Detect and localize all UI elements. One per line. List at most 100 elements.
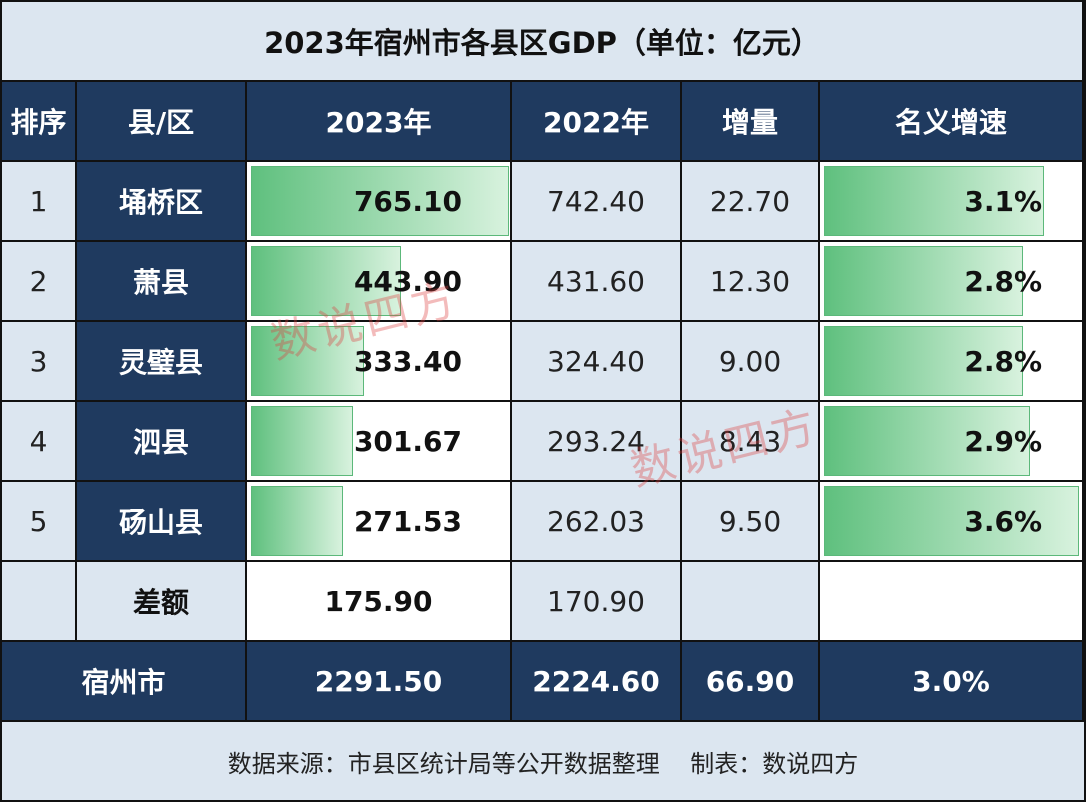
increase-cell: 8.43: [682, 402, 820, 482]
increase-cell: 9.50: [682, 482, 820, 562]
growth-bar: [824, 326, 1023, 396]
diff-rank-cell: [2, 562, 77, 642]
total-gdp2022-text: 2224.60: [532, 664, 660, 698]
growth-cell: 3.1%: [820, 162, 1084, 242]
diff-gdp2023: 175.90: [247, 562, 512, 642]
gdp2022-cell-text: 324.40: [547, 344, 645, 378]
gdp2023-cell: 271.53: [247, 482, 512, 562]
header-2: 2023年: [247, 82, 512, 162]
total-gdp2023: 2291.50: [247, 642, 512, 722]
gdp2022-cell-text: 293.24: [547, 424, 645, 458]
growth-cell: 2.8%: [820, 322, 1084, 402]
gdp2023-cell-text: 301.67: [353, 424, 462, 458]
name-cell: 砀山县: [77, 482, 247, 562]
gdp2023-cell-text: 765.10: [353, 184, 462, 218]
gdp2023-bar: [251, 406, 354, 476]
gdp2023-cell: 765.10: [247, 162, 512, 242]
header-1: 县/区: [77, 82, 247, 162]
rank-cell-text: 2: [29, 264, 48, 298]
header-2-text: 2023年: [325, 106, 432, 139]
header-4: 增量: [682, 82, 820, 162]
gdp2022-cell: 262.03: [512, 482, 682, 562]
gdp2023-cell: 443.90: [247, 242, 512, 322]
name-cell-text: 埇桥区: [118, 186, 203, 219]
growth-bar: [824, 486, 1079, 556]
total-gdp2022: 2224.60: [512, 642, 682, 722]
rank-cell: 1: [2, 162, 77, 242]
diff-label-text: 差额: [132, 586, 189, 619]
gdp2022-cell-text: 262.03: [547, 504, 645, 538]
total-name: 宿州市: [2, 642, 247, 722]
gdp2023-bar: [251, 486, 343, 556]
header-5-text: 名义增速: [894, 106, 1007, 139]
increase-cell: 12.30: [682, 242, 820, 322]
total-increase: 66.90: [682, 642, 820, 722]
gdp2022-cell: 293.24: [512, 402, 682, 482]
header-5: 名义增速: [820, 82, 1084, 162]
increase-cell: 22.70: [682, 162, 820, 242]
increase-cell-text: 9.00: [718, 344, 782, 378]
name-cell: 萧县: [77, 242, 247, 322]
total-gdp2023-text: 2291.50: [314, 664, 443, 698]
increase-cell: 9.00: [682, 322, 820, 402]
name-cell-text: 灵璧县: [118, 346, 203, 379]
growth-bar: [824, 246, 1023, 316]
gdp2022-cell-text: 431.60: [547, 264, 645, 298]
diff-growth-cell: [820, 562, 1084, 642]
footer-source: 数据来源：市县区统计局等公开数据整理 制表：数说四方: [2, 722, 1084, 800]
growth-cell: 2.8%: [820, 242, 1084, 322]
rank-cell: 2: [2, 242, 77, 322]
gdp2023-bar: [251, 246, 402, 316]
diff-gdp2023-text: 175.90: [324, 584, 433, 618]
growth-cell-text: 2.9%: [964, 424, 1042, 458]
total-name-text: 宿州市: [81, 666, 166, 699]
name-cell-text: 砀山县: [118, 506, 203, 539]
increase-cell-text: 22.70: [709, 184, 791, 218]
gdp2023-bar: [251, 326, 364, 396]
growth-cell-text: 3.1%: [964, 184, 1042, 218]
name-cell: 泗县: [77, 402, 247, 482]
rank-cell: 4: [2, 402, 77, 482]
growth-cell-text: 2.8%: [964, 344, 1042, 378]
diff-increase-cell: [682, 562, 820, 642]
growth-cell-text: 3.6%: [964, 504, 1042, 538]
rank-cell-text: 4: [29, 424, 48, 458]
diff-gdp2022-text: 170.90: [547, 584, 645, 618]
gdp2023-cell-text: 443.90: [353, 264, 462, 298]
rank-cell-text: 5: [29, 504, 48, 538]
diff-label: 差额: [77, 562, 247, 642]
rank-cell: 3: [2, 322, 77, 402]
gdp2022-cell: 431.60: [512, 242, 682, 322]
name-cell-text: 泗县: [132, 426, 189, 459]
rank-cell: 5: [2, 482, 77, 562]
gdp2022-cell-text: 742.40: [547, 184, 645, 218]
increase-cell-text: 12.30: [709, 264, 791, 298]
header-3: 2022年: [512, 82, 682, 162]
header-0: 排序: [2, 82, 77, 162]
gdp2022-cell: 324.40: [512, 322, 682, 402]
gdp2023-cell: 333.40: [247, 322, 512, 402]
name-cell: 埇桥区: [77, 162, 247, 242]
gdp2023-bar: [251, 166, 510, 236]
increase-cell-text: 8.43: [718, 424, 782, 458]
growth-bar: [824, 166, 1044, 236]
header-4-text: 增量: [721, 106, 778, 139]
total-growth-text: 3.0%: [912, 664, 990, 698]
growth-cell: 2.9%: [820, 402, 1084, 482]
growth-cell: 3.6%: [820, 482, 1084, 562]
diff-gdp2022: 170.90: [512, 562, 682, 642]
total-increase-text: 66.90: [705, 664, 795, 698]
increase-cell-text: 9.50: [718, 504, 782, 538]
rank-cell-text: 3: [29, 344, 48, 378]
gdp2022-cell: 742.40: [512, 162, 682, 242]
growth-cell-text: 2.8%: [964, 264, 1042, 298]
name-cell-text: 萧县: [132, 266, 189, 299]
gdp2023-cell-text: 333.40: [353, 344, 462, 378]
header-3-text: 2022年: [543, 106, 649, 139]
gdp2023-cell: 301.67: [247, 402, 512, 482]
header-0-text: 排序: [10, 106, 67, 139]
name-cell: 灵璧县: [77, 322, 247, 402]
table-title: 2023年宿州市各县区GDP（单位：亿元）: [2, 2, 1084, 82]
total-growth: 3.0%: [820, 642, 1084, 722]
